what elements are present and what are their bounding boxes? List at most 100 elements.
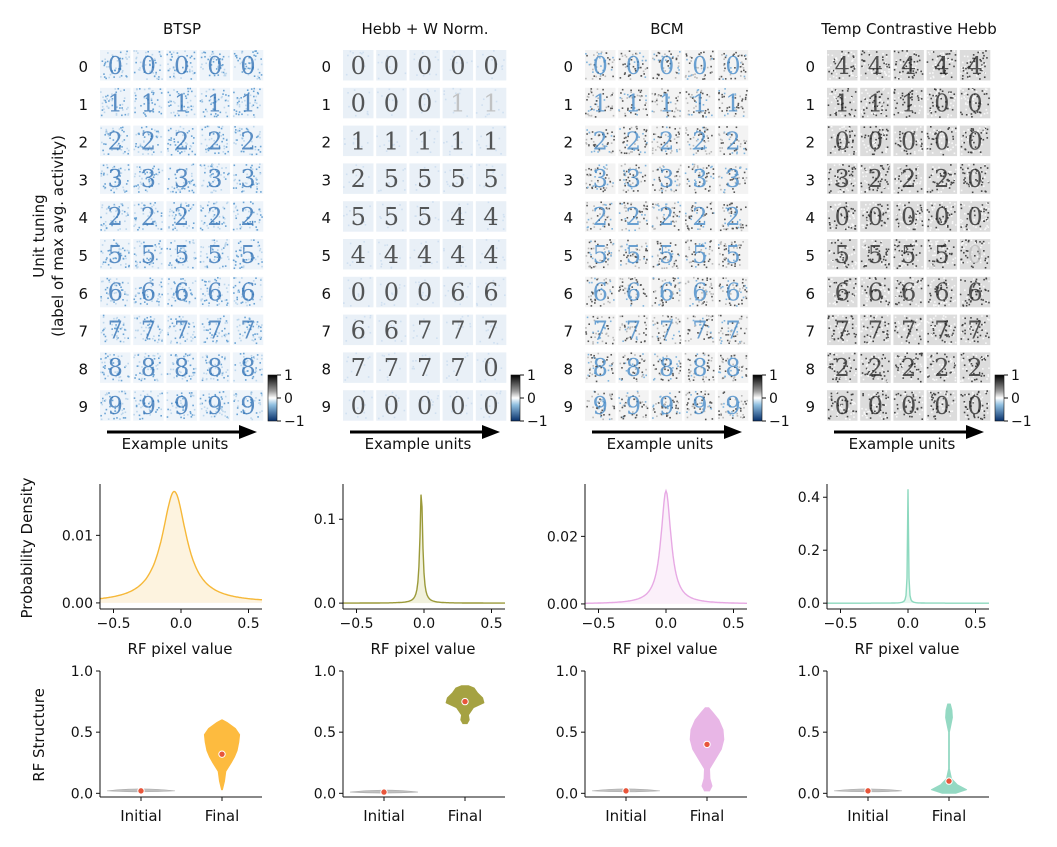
rf-noise (174, 266, 176, 269)
rf-noise (121, 114, 123, 117)
rf-noise (118, 128, 121, 130)
rf-noise (224, 74, 227, 77)
rf-noise (402, 180, 405, 182)
rf-noise (102, 96, 104, 99)
rf-digit: 1 (725, 90, 740, 118)
rf-noise (176, 112, 179, 115)
rf-noise (434, 90, 436, 92)
rf-noise (741, 281, 744, 284)
rf-noise (213, 93, 216, 96)
rf-noise (152, 245, 155, 247)
rf-noise (107, 52, 109, 54)
rf-noise (503, 59, 505, 61)
rf-noise (642, 55, 645, 58)
rf-noise (434, 166, 437, 168)
rf-noise (125, 183, 128, 185)
rf-noise (236, 209, 239, 212)
rf-noise (503, 126, 506, 129)
rf-noise (588, 265, 590, 268)
rf-noise (585, 255, 588, 257)
rf-noise (107, 134, 110, 137)
rf-noise (193, 258, 196, 260)
rf-noise (255, 153, 258, 156)
rf-noise (254, 50, 256, 53)
rf-noise (212, 215, 215, 218)
rf-digit: 0 (725, 52, 740, 80)
rf-noise (103, 153, 105, 155)
rf-noise (432, 301, 434, 304)
rf-noise (117, 251, 120, 253)
rf-noise (641, 213, 643, 216)
rf-noise (202, 223, 205, 225)
rf-noise (741, 299, 743, 302)
rf-noise (127, 282, 129, 284)
rf-noise (207, 58, 210, 61)
rf-noise (125, 257, 127, 260)
rf-noise (121, 204, 124, 207)
rf-noise (653, 138, 655, 141)
rf-noise (118, 247, 121, 250)
rf-noise (183, 245, 185, 247)
rf-noise (742, 226, 744, 229)
rf-noise (200, 165, 203, 167)
rf-digit: 1 (483, 127, 498, 155)
rf-noise (138, 287, 141, 289)
rf-noise (722, 290, 724, 292)
rf-noise (138, 69, 141, 71)
rf-noise (675, 107, 677, 109)
rf-noise (105, 258, 108, 261)
rf-noise (622, 289, 625, 291)
rf-noise (209, 98, 212, 101)
rf-noise (171, 186, 174, 188)
rf-noise (153, 165, 155, 168)
rf-noise (139, 170, 141, 173)
rf-noise (676, 184, 678, 187)
rf-noise (123, 408, 125, 410)
rf-noise (202, 246, 205, 249)
rf-noise (217, 74, 220, 76)
rf-noise (187, 204, 190, 206)
rf-noise (178, 221, 180, 224)
rf-noise (176, 229, 178, 232)
example-units-label: Example units (122, 435, 229, 453)
rf-noise (612, 242, 615, 245)
rf-noise (190, 175, 193, 178)
rf-digit: 7 (351, 354, 366, 382)
rf-noise (135, 185, 138, 187)
rf-noise (192, 142, 195, 144)
rf-noise (183, 181, 185, 184)
rf-noise (502, 228, 505, 230)
rf-digit: 2 (626, 127, 641, 155)
rf-noise (237, 113, 240, 116)
rf-noise (217, 152, 220, 154)
rf-digit: 0 (384, 279, 399, 307)
rf-digit: 5 (725, 241, 740, 269)
rf-noise (186, 131, 189, 134)
rf-digit: 6 (207, 279, 222, 307)
rf-noise (652, 77, 655, 79)
rf-noise (107, 207, 110, 209)
rf-noise (222, 206, 224, 209)
rf-noise (711, 50, 714, 53)
rf-noise (139, 168, 142, 170)
rf-noise (256, 106, 259, 109)
rf-noise (199, 100, 202, 102)
rf-digit: 9 (141, 392, 156, 420)
rf-noise (185, 109, 188, 111)
rf-noise (127, 207, 129, 209)
rf-noise (679, 342, 681, 344)
rf-noise (233, 277, 235, 279)
rf-noise (179, 283, 182, 286)
rf-noise (121, 129, 124, 132)
rf-noise (212, 52, 215, 55)
rf-noise (209, 297, 212, 299)
rf-noise (104, 224, 107, 227)
rf-noise (168, 298, 170, 301)
rf-noise (707, 326, 710, 328)
rf-noise (139, 145, 142, 147)
rf-noise (192, 163, 195, 166)
rf-noise (159, 393, 161, 395)
rf-noise (207, 147, 210, 149)
rf-noise (213, 214, 216, 216)
rf-noise (216, 66, 219, 69)
